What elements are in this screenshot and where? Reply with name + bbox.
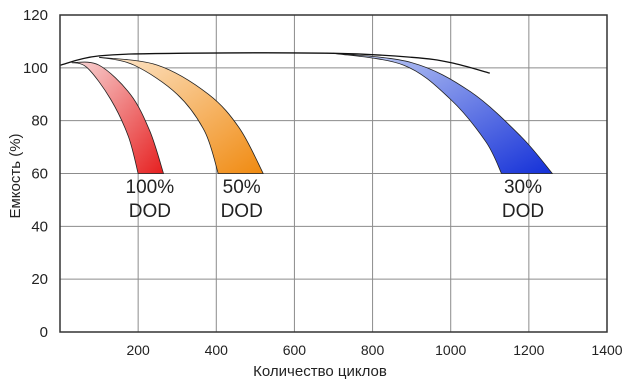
- band-30-dod: [333, 52, 554, 174]
- y-tick-label: 40: [31, 218, 48, 235]
- y-tick-label: 80: [31, 113, 48, 130]
- y-axis-label: Емкость (%): [7, 133, 24, 218]
- y-tick-label: 0: [40, 324, 48, 341]
- x-tick-label: 1400: [591, 342, 622, 358]
- band-label-line: DOD: [129, 201, 171, 222]
- y-tick-label: 120: [23, 7, 48, 24]
- band-label-line: DOD: [221, 201, 263, 222]
- capacity-bands: [71, 52, 554, 174]
- y-tick-labels: 0 20 40 60 80 100 120: [23, 7, 48, 341]
- band-label-line: DOD: [502, 201, 544, 222]
- y-tick-label: 60: [31, 166, 48, 183]
- top-curve-group: [59, 52, 490, 74]
- x-tick-label: 200: [126, 342, 150, 358]
- band-label-line: 100%: [126, 177, 175, 198]
- x-tick-label: 1200: [513, 342, 544, 358]
- x-tick-label: 800: [361, 342, 385, 358]
- band-labels: 100% DOD 50% DOD 30% DOD: [126, 177, 545, 222]
- band-50-dod: [99, 56, 264, 174]
- y-tick-label: 20: [31, 271, 48, 288]
- plot-frame: [59, 14, 608, 333]
- x-tick-label: 400: [205, 342, 229, 358]
- x-axis-label: Количество циклов: [253, 363, 387, 380]
- band-label-line: 30%: [504, 177, 542, 198]
- y-tick-label: 100: [23, 60, 48, 77]
- band-100-dod: [71, 61, 165, 174]
- x-tick-label: 600: [283, 342, 307, 358]
- x-tick-labels: 200 400 600 800 1000 1200 1400: [126, 342, 622, 358]
- top-curve: [59, 52, 490, 74]
- x-tick-label: 1000: [435, 342, 466, 358]
- band-label-line: 50%: [223, 177, 261, 198]
